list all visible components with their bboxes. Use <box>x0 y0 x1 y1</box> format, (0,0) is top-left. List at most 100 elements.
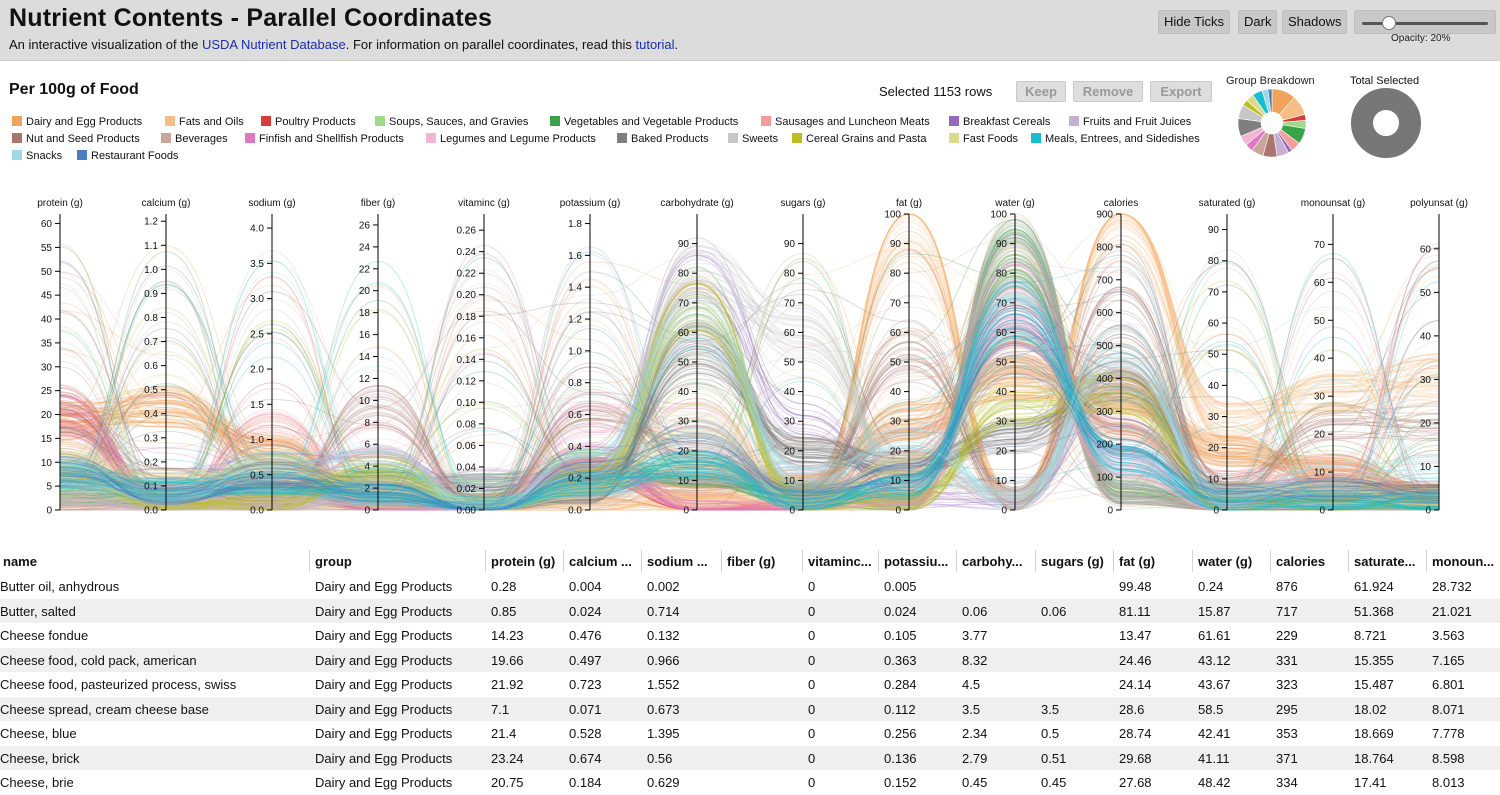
axis[interactable]: water (g) 0 10 20 30 40 50 60 70 80 90 100 <box>990 198 1034 517</box>
table-row[interactable]: Cheese, blue Dairy and Egg Products 21.4 0.… <box>0 721 1500 746</box>
table-row[interactable]: Cheese, brie Dairy and Egg Products 20.75 0… <box>0 770 1500 795</box>
legend-item[interactable]: Poultry Products <box>261 116 356 128</box>
legend-item[interactable]: Fruits and Fruit Juices <box>1069 116 1191 128</box>
axis-label[interactable]: polyunsat (g) <box>1410 198 1468 209</box>
legend-item[interactable]: Finfish and Shellfish Products <box>245 133 404 145</box>
page-title: Nutrient Contents - Parallel Coordinates <box>9 4 493 32</box>
column-divider[interactable] <box>802 550 803 572</box>
shadows-button[interactable]: Shadows <box>1282 10 1348 34</box>
axis[interactable]: sodium (g) 0.0 0.5 1.0 1.5 2.0 2.5 3.0 3.5 4.0 <box>248 198 295 517</box>
axis[interactable]: saturated (g) 0 10 20 30 40 50 60 70 80 90 <box>1199 198 1256 517</box>
column-divider[interactable] <box>309 550 310 572</box>
axis-label[interactable]: fiber (g) <box>361 198 395 209</box>
axis-label[interactable]: monounsat (g) <box>1301 198 1365 209</box>
slider-handle[interactable] <box>1382 16 1396 30</box>
column-header[interactable]: vitaminc... <box>808 554 872 569</box>
tutorial-link[interactable]: tutorial <box>635 37 675 52</box>
opacity-slider[interactable] <box>1354 10 1496 34</box>
axis-label[interactable]: calcium (g) <box>142 198 191 209</box>
column-header[interactable]: carbohy... <box>962 554 1023 569</box>
column-divider[interactable] <box>1192 550 1193 572</box>
column-header[interactable]: monoun... <box>1432 554 1495 569</box>
legend-item[interactable]: Nut and Seed Products <box>12 133 140 145</box>
axis[interactable]: vitaminc (g) 0.00 0.02 0.04 0.06 0.08 0.10 0.12… <box>457 198 510 517</box>
column-header[interactable]: sodium ... <box>647 554 708 569</box>
axis[interactable]: polyunsat (g) 0 10 20 30 40 50 60 <box>1410 198 1468 517</box>
table-row[interactable]: Cheese food, pasteurized process, swiss D… <box>0 672 1500 697</box>
legend-item[interactable]: Dairy and Egg Products <box>12 116 142 128</box>
axis-label[interactable]: saturated (g) <box>1199 198 1256 209</box>
axis[interactable]: protein (g) 0 5 10 15 20 25 30 35 40 45 50 55 60 <box>37 198 83 517</box>
legend-item[interactable]: Sausages and Luncheon Meats <box>761 116 930 128</box>
axis-label[interactable]: water (g) <box>994 198 1034 209</box>
column-header[interactable]: calcium ... <box>569 554 632 569</box>
column-divider[interactable] <box>956 550 957 572</box>
column-header[interactable]: fiber (g) <box>727 554 776 569</box>
legend-item[interactable]: Fats and Oils <box>165 116 244 128</box>
axis[interactable]: fat (g) 0 10 20 30 40 50 60 70 80 90 100 <box>884 198 922 517</box>
column-divider[interactable] <box>485 550 486 572</box>
axis-label[interactable]: sodium (g) <box>248 198 295 209</box>
legend-item[interactable]: Soups, Sauces, and Gravies <box>375 116 528 128</box>
column-divider[interactable] <box>721 550 722 572</box>
column-divider[interactable] <box>1348 550 1349 572</box>
table-row[interactable]: Cheese spread, cream cheese base Dairy an… <box>0 696 1500 721</box>
axis[interactable]: calories 0 100 200 300 400 500 600 700 800 900 <box>1096 198 1138 517</box>
column-divider[interactable] <box>1426 550 1427 572</box>
export-button[interactable]: Export <box>1150 81 1212 102</box>
axis-label[interactable]: calories <box>1104 198 1138 209</box>
axis[interactable]: carbohydrate (g) 0 10 20 30 40 50 60 70 80 90 <box>660 198 733 517</box>
legend-item[interactable]: Fast Foods <box>949 133 1018 145</box>
column-header[interactable]: protein (g) <box>491 554 556 569</box>
legend-item[interactable]: Restaurant Foods <box>77 150 178 162</box>
legend-item[interactable]: Breakfast Cereals <box>949 116 1050 128</box>
axis[interactable]: sugars (g) 0 10 20 30 40 50 60 70 80 90 <box>780 198 825 517</box>
keep-button[interactable]: Keep <box>1016 81 1066 102</box>
legend-item[interactable]: Beverages <box>161 133 228 145</box>
table-row[interactable]: Cheese, brick Dairy and Egg Products 23.24… <box>0 745 1500 770</box>
polyline <box>59 306 1440 511</box>
axis-label[interactable]: potassium (g) <box>560 198 621 209</box>
column-header[interactable]: group <box>315 554 352 569</box>
axis-label[interactable]: vitaminc (g) <box>458 198 510 209</box>
column-divider[interactable] <box>1113 550 1114 572</box>
legend-item[interactable]: Legumes and Legume Products <box>426 133 596 145</box>
column-divider[interactable] <box>563 550 564 572</box>
legend-item[interactable]: Vegetables and Vegetable Products <box>550 116 738 128</box>
table-row[interactable]: Butter, salted Dairy and Egg Products 0.85… <box>0 598 1500 623</box>
table-row[interactable]: Butter oil, anhydrous Dairy and Egg Produ… <box>0 574 1500 599</box>
usda-link[interactable]: USDA Nutrient Database <box>201 37 346 52</box>
axis[interactable]: monounsat (g) 0 10 20 30 40 50 60 70 <box>1301 198 1365 517</box>
column-divider[interactable] <box>641 550 642 572</box>
remove-button[interactable]: Remove <box>1073 81 1143 102</box>
axis-label[interactable]: protein (g) <box>37 198 83 209</box>
column-divider[interactable] <box>1270 550 1271 572</box>
column-header[interactable]: fat (g) <box>1119 554 1156 569</box>
legend-item[interactable]: Meals, Entrees, and Sidedishes <box>1031 133 1200 145</box>
table-row[interactable]: Cheese food, cold pack, american Dairy an… <box>0 647 1500 672</box>
column-header[interactable]: sugars (g) <box>1041 554 1104 569</box>
axis-label[interactable]: carbohydrate (g) <box>660 198 733 209</box>
column-header[interactable]: water (g) <box>1198 554 1253 569</box>
axis[interactable]: calcium (g) 0.0 0.1 0.2 0.3 0.4 0.5 0.6 0.7 0.8 0.… <box>142 198 191 517</box>
column-divider[interactable] <box>1035 550 1036 572</box>
axis-label[interactable]: fat (g) <box>896 198 922 209</box>
dark-button[interactable]: Dark <box>1238 10 1278 34</box>
axis-label[interactable]: sugars (g) <box>780 198 825 209</box>
legend-item[interactable]: Baked Products <box>617 133 709 145</box>
column-divider[interactable] <box>878 550 879 572</box>
hide-ticks-button[interactable]: Hide Ticks <box>1158 10 1230 34</box>
column-header[interactable]: name <box>3 554 37 569</box>
legend-item[interactable]: Snacks <box>12 150 62 162</box>
legend-item[interactable]: Sweets <box>728 133 778 145</box>
column-header[interactable]: potassiu... <box>884 554 949 569</box>
table-row[interactable]: Cheese fondue Dairy and Egg Products 14.23… <box>0 623 1500 648</box>
column-header[interactable]: saturate... <box>1354 554 1416 569</box>
tick-label: 1.2 <box>144 217 158 228</box>
column-header[interactable]: calories <box>1276 554 1326 569</box>
legend-item[interactable]: Cereal Grains and Pasta <box>792 133 926 145</box>
axis[interactable]: potassium (g) 0.0 0.2 0.4 0.6 0.8 1.0 1.2 1.4 1.6… <box>560 198 621 517</box>
polyline <box>59 343 1440 505</box>
